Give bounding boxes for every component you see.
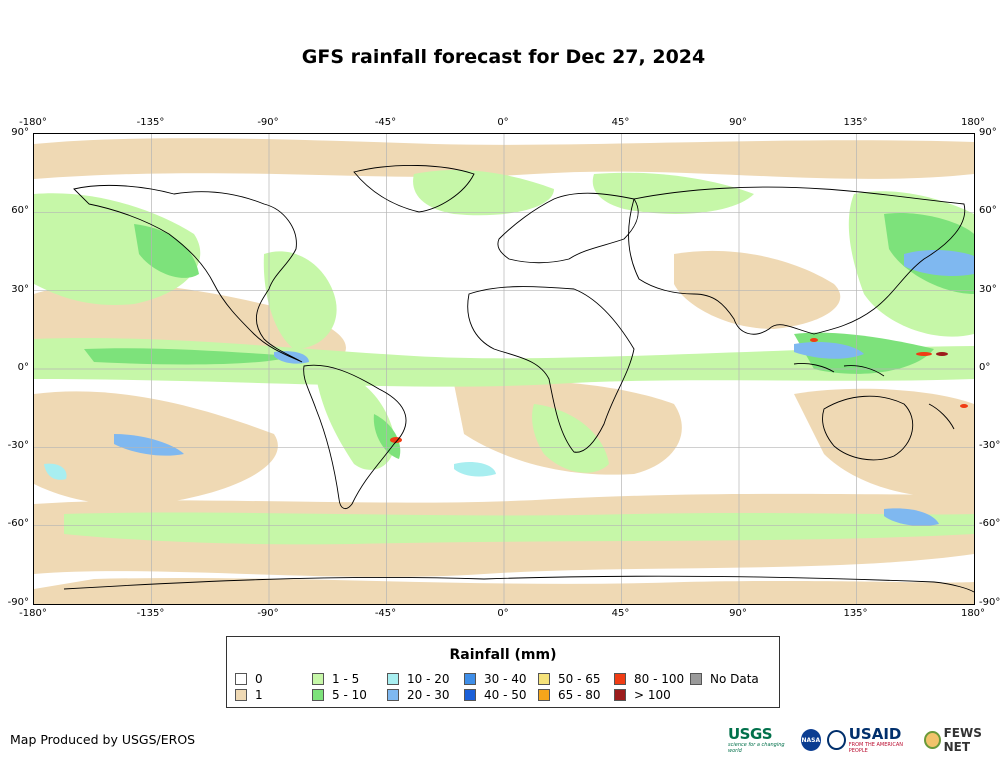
credit-text: Map Produced by USGS/EROS [10, 732, 196, 747]
legend-swatch [387, 689, 399, 701]
usaid-logo: USAID FROM THE AMERICAN PEOPLE [827, 726, 918, 754]
legend-swatch [235, 673, 247, 685]
legend-item-no-data: No Data [690, 672, 759, 686]
legend-swatch [464, 673, 476, 685]
lat-tick-left: 60° [11, 205, 29, 216]
lon-tick-top: -180° [19, 117, 47, 128]
rainfall-map-svg [34, 134, 974, 604]
lon-tick-top: 135° [843, 117, 868, 128]
lon-tick-top: -45° [374, 117, 397, 128]
usaid-seal-icon [827, 730, 846, 750]
lat-tick-left: 0° [17, 362, 29, 373]
legend-swatch [312, 689, 324, 701]
legend-item-80-100mm: 80 - 100 [614, 672, 684, 686]
lat-tick-left: 30° [11, 284, 29, 295]
graticule [34, 134, 974, 604]
lon-tick-bottom: -135° [136, 608, 165, 619]
legend-swatch [312, 673, 324, 685]
legend-item-5-10mm: 5 - 10 [312, 688, 367, 702]
legend-item-0mm: 0 [235, 672, 263, 686]
legend-item-over-100mm: > 100 [614, 688, 671, 702]
legend-swatch [690, 673, 702, 685]
lon-tick-bottom: -180° [19, 608, 47, 619]
legend-item-40-50mm: 40 - 50 [464, 688, 527, 702]
legend-swatch [464, 689, 476, 701]
lon-tick-top: -90° [257, 117, 279, 128]
lat-tick-right: 60° [979, 205, 997, 216]
legend-item-20-30mm: 20 - 30 [387, 688, 450, 702]
map-title: GFS rainfall forecast for Dec 27, 2024 [301, 46, 706, 68]
lat-tick-left: 90° [11, 127, 29, 138]
legend-swatch [614, 689, 626, 701]
legend-item-1-5mm: 1 - 5 [312, 672, 359, 686]
lon-tick-bottom: -45° [374, 608, 397, 619]
lon-tick-bottom: 135° [843, 608, 868, 619]
lat-tick-left: -90° [7, 597, 29, 608]
legend-swatch [538, 673, 550, 685]
lat-tick-right: -30° [979, 440, 1001, 451]
lat-tick-right: -60° [979, 518, 1001, 529]
lat-tick-right: 0° [979, 362, 991, 373]
nasa-logo: NASA [800, 729, 822, 751]
lat-tick-left: -30° [7, 440, 29, 451]
rain-band-heavy [390, 338, 968, 443]
legend-swatch [387, 673, 399, 685]
lon-tick-top: 90° [729, 117, 747, 128]
legend-item-30-40mm: 30 - 40 [464, 672, 527, 686]
legend: Rainfall (mm) 0 1 1 - 5 5 - 10 10 - 20 2… [226, 636, 780, 708]
lat-tick-left: -60° [7, 518, 29, 529]
legend-swatch [235, 689, 247, 701]
legend-item-1mm: 1 [235, 688, 263, 702]
lat-tick-right: -90° [979, 597, 1001, 608]
lon-tick-bottom: 180° [960, 608, 986, 619]
legend-title: Rainfall (mm) [449, 647, 557, 663]
lat-tick-right: 90° [979, 127, 997, 138]
lon-tick-top: -135° [136, 117, 165, 128]
lon-tick-bottom: 0° [497, 608, 509, 619]
lon-tick-top: 45° [611, 117, 630, 128]
lon-tick-bottom: 90° [729, 608, 747, 619]
legend-item-50-65mm: 50 - 65 [538, 672, 601, 686]
logo-strip: USGS science for a changing world NASA U… [728, 726, 1007, 754]
lon-tick-top: 180° [960, 117, 986, 128]
lon-tick-bottom: -90° [257, 608, 279, 619]
lon-tick-top: 0° [497, 117, 509, 128]
lon-tick-bottom: 45° [611, 608, 630, 619]
legend-item-10-20mm: 10 - 20 [387, 672, 450, 686]
fews-globe-icon [923, 731, 941, 749]
legend-swatch [614, 673, 626, 685]
rainfall-map[interactable] [33, 133, 975, 605]
legend-swatch [538, 689, 550, 701]
legend-item-65-80mm: 65 - 80 [538, 688, 601, 702]
rain-band-10-20mm [44, 462, 496, 480]
coastlines [63, 165, 974, 593]
lat-tick-right: 30° [979, 284, 997, 295]
usgs-logo: USGS science for a changing world [728, 725, 785, 754]
fews-net-logo: FEWS NET [923, 726, 1007, 754]
